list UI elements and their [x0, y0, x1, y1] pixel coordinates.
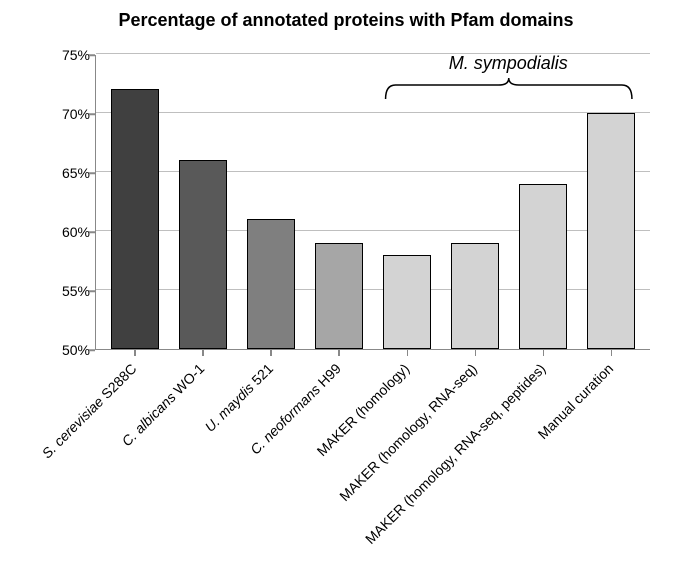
- bracket-label: M. sympodialis: [449, 53, 568, 74]
- bracket-annotation: [0, 0, 692, 588]
- chart-container: Percentage of annotated proteins with Pf…: [0, 0, 692, 588]
